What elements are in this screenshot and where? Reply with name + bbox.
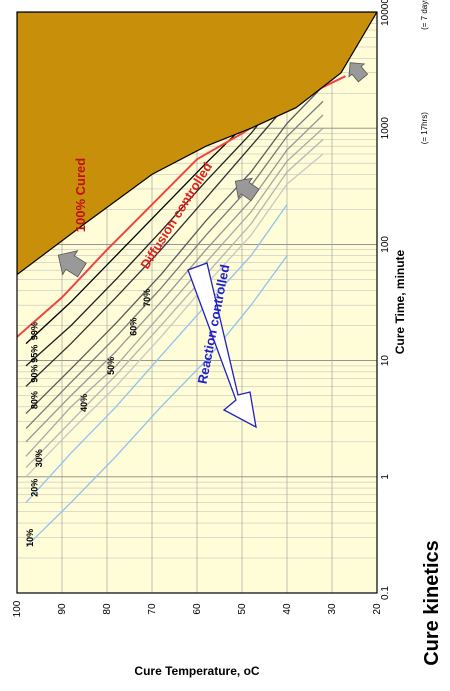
boundary-arrow (234, 177, 260, 202)
series-line-30pct (25, 153, 324, 478)
x-tick-label: 10000 (380, 0, 391, 26)
x-tick-label: 1000 (380, 117, 391, 140)
series-label: 20% (30, 479, 40, 497)
series-line-50pct (25, 127, 324, 457)
x-tick-label: 1 (380, 474, 391, 480)
series-line-60pct (25, 114, 324, 443)
series-line-10pct (25, 255, 288, 548)
chart-title: Cure kinetics (421, 540, 443, 666)
reaction-arrow (187, 262, 257, 429)
cured-region (17, 12, 377, 276)
axis-ticks: 0.1 1 10 100 1000 10000 (= 17hrs) (= 7 days) 100… (12, 0, 429, 617)
y-tick-label: 70 (147, 603, 158, 615)
series-label: 60% (129, 318, 139, 336)
boundary-arrow (348, 62, 369, 83)
x-tick-label: 100 (380, 236, 391, 253)
cured-region-label: 100% Cured (73, 158, 88, 232)
series-label: 40% (79, 394, 89, 412)
plot-frame (16, 11, 378, 594)
series-line-80pct (25, 85, 324, 415)
series-label: 95% (30, 345, 40, 363)
series-label: 50% (106, 357, 116, 375)
cured-region-group (17, 12, 377, 276)
y-tick-label: 90 (57, 603, 68, 615)
y-tick-label: 60 (192, 603, 203, 615)
series-label: 80% (30, 391, 40, 409)
series-label: 90% (30, 365, 40, 383)
series-label: 30% (34, 449, 44, 467)
x-tick-label: 0.1 (380, 586, 391, 600)
series-line-40pct (25, 139, 324, 469)
series-line-20pct (25, 204, 288, 504)
x-tick-note: (= 17hrs) (420, 112, 429, 145)
series-label: 99% (30, 322, 40, 340)
series-labels: 10% 20% 30% 40% 50% 60% 70% 80% 90% 95% 99% (25, 289, 152, 547)
x-axis-title: Cure Time, minute (393, 249, 407, 354)
y-tick-label: 50 (237, 603, 248, 615)
x-tick-note: (= 7 days) (420, 0, 429, 30)
series-label: 70% (142, 289, 152, 307)
y-tick-label: 80 (102, 603, 113, 615)
series-line-70pct (25, 100, 324, 430)
y-axis-title: Cure Temperature, oC (134, 664, 259, 678)
x-tick-label: 10 (380, 355, 391, 367)
y-tick-label: 100 (12, 600, 23, 617)
y-tick-label: 40 (282, 603, 293, 615)
boundary-arrow (57, 250, 87, 278)
series-label: 10% (25, 529, 35, 547)
y-tick-label: 30 (327, 603, 338, 615)
y-tick-label: 20 (372, 603, 383, 615)
